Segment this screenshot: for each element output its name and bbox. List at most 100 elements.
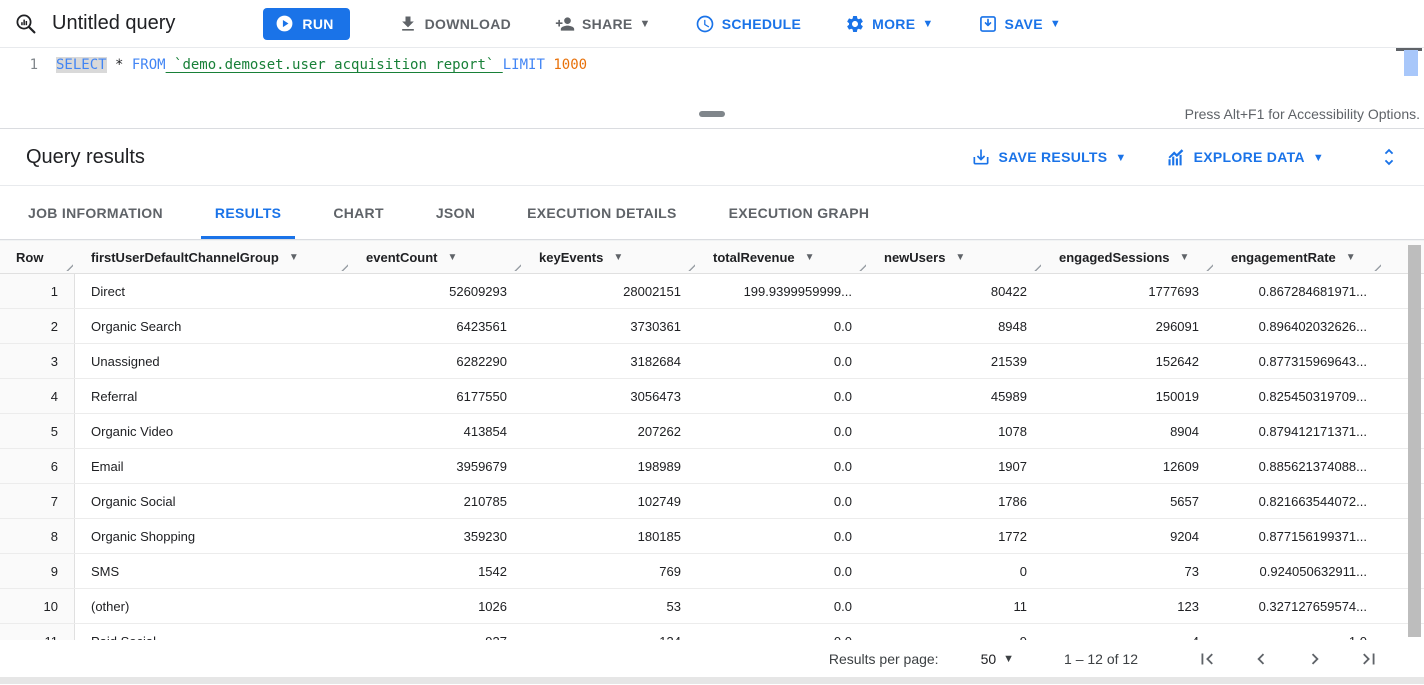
cell-totalRevenue: 0.0 — [833, 598, 852, 614]
cell-engagedSessions: 152642 — [1155, 353, 1199, 369]
column-resize-grip[interactable] — [686, 262, 695, 271]
column-menu-caret-icon[interactable]: ▼ — [955, 251, 966, 263]
column-menu-caret-icon[interactable]: ▼ — [288, 251, 299, 263]
cell-firstUserDefaultChannelGroup: Referral — [91, 388, 138, 404]
explore-data-button[interactable]: EXPLORE DATA ▼ — [1151, 139, 1338, 175]
expand-collapse-button[interactable] — [1374, 142, 1404, 172]
cell-keyEvents: 3182684 — [630, 353, 681, 369]
table-header-row: Row firstUserDefaultChannelGroup ▼ eventCou… — [0, 240, 1424, 274]
cell-firstUserDefaultChannelGroup: (other) — [91, 598, 130, 614]
sql-table-reference[interactable]: `demo.demoset.user_acquisition_report` — [165, 57, 503, 73]
column-header-eventCount[interactable]: eventCount ▼ — [350, 241, 523, 273]
save-button[interactable]: SAVE ▼ — [978, 14, 1061, 34]
table-row[interactable]: 1 Direct 52609293 28002151 199.9399959999...… — [0, 274, 1424, 309]
column-resize-grip[interactable] — [512, 262, 521, 271]
table-row[interactable]: 4 Referral 6177550 3056473 0.0 45989 150019 0.8… — [0, 379, 1424, 414]
table-row[interactable]: 7 Organic Social 210785 102749 0.0 1786 5657 0.… — [0, 484, 1424, 519]
tab-execution-graph[interactable]: EXECUTION GRAPH — [728, 204, 870, 221]
cell-firstUserDefaultChannelGroup: Organic Social — [91, 493, 176, 509]
cell-engagedSessions: 5657 — [1170, 493, 1199, 509]
cell-newUsers: 8948 — [998, 318, 1027, 334]
cell-totalRevenue: 0.0 — [833, 318, 852, 334]
tab-chart[interactable]: CHART — [333, 204, 384, 221]
cell-eventCount: 413854 — [463, 423, 507, 439]
column-label: Row — [16, 249, 44, 265]
tab-job-information[interactable]: JOB INFORMATION — [28, 204, 163, 221]
more-button[interactable]: MORE ▼ — [845, 14, 933, 34]
page-size-select[interactable]: 50 ▼ — [981, 651, 1014, 667]
column-resize-grip[interactable] — [857, 262, 866, 271]
cell-keyEvents: 3730361 — [630, 318, 681, 334]
column-resize-grip[interactable] — [1204, 262, 1213, 271]
horizontal-scrollbar-track[interactable] — [0, 677, 1424, 684]
previous-page-button[interactable] — [1248, 646, 1274, 672]
chart-trend-icon — [1165, 147, 1186, 168]
table-row[interactable]: 6 Email 3959679 198989 0.0 1907 12609 0.8856213… — [0, 449, 1424, 484]
table-row[interactable]: 11Paid Social9371340.0941.0 — [0, 624, 1424, 640]
share-button[interactable]: SHARE ▼ — [555, 14, 651, 34]
editor-scrollbar-thumb[interactable] — [1404, 50, 1418, 76]
more-button-label: MORE — [872, 15, 916, 32]
next-page-button[interactable] — [1302, 646, 1328, 672]
sql-star: * — [106, 57, 132, 73]
table-row[interactable]: 2 Organic Search 6423561 3730361 0.0 8948 2960… — [0, 309, 1424, 344]
column-label: newUsers — [884, 249, 946, 265]
tab-execution-details[interactable]: EXECUTION DETAILS — [527, 204, 677, 221]
column-resize-grip[interactable] — [1372, 262, 1381, 271]
query-toolbar: Untitled query RUN DOWNLOAD SHARE ▼ SCHE… — [0, 0, 1424, 48]
column-menu-caret-icon[interactable]: ▼ — [1179, 251, 1190, 263]
cell-totalRevenue: 199.9399959999... — [743, 283, 852, 299]
column-resize-grip[interactable] — [339, 262, 348, 271]
table-row[interactable]: 3 Unassigned 6282290 3182684 0.0 21539 152642 0… — [0, 344, 1424, 379]
chevron-down-icon: ▼ — [1003, 653, 1015, 665]
column-header-engagedSessions[interactable]: engagedSessions ▼ — [1043, 241, 1215, 273]
schedule-button[interactable]: SCHEDULE — [695, 14, 801, 34]
tab-json[interactable]: JSON — [435, 204, 476, 221]
cell-eventCount: 52609293 — [449, 283, 507, 299]
column-label: keyEvents — [539, 249, 604, 265]
cell-firstUserDefaultChannelGroup: Organic Video — [91, 423, 174, 439]
column-menu-caret-icon[interactable]: ▼ — [447, 251, 458, 263]
tab-results[interactable]: RESULTS — [189, 186, 307, 239]
cell-keyEvents: 28002151 — [623, 283, 681, 299]
column-resize-grip[interactable] — [1032, 262, 1041, 271]
cell-engagedSessions: 8904 — [1170, 423, 1199, 439]
table-row[interactable]: 10 (other) 1026 53 0.0 11 123 0.327127659574... — [0, 589, 1424, 624]
column-resize-grip[interactable] — [64, 262, 73, 271]
column-header-engagementRate[interactable]: engagementRate ▼ — [1215, 241, 1383, 273]
column-header-row[interactable]: Row — [0, 241, 75, 273]
chevron-down-icon: ▼ — [639, 18, 651, 30]
sql-editor[interactable]: 1 SELECT * FROM `demo.demoset.user_acqui… — [0, 48, 1424, 105]
download-button[interactable]: DOWNLOAD — [398, 14, 511, 34]
run-button[interactable]: RUN — [263, 7, 350, 40]
column-menu-caret-icon[interactable]: ▼ — [1345, 251, 1356, 263]
cell-newUsers: 9 — [868, 624, 1043, 641]
save-results-button[interactable]: SAVE RESULTS ▼ — [957, 139, 1141, 175]
cell-totalRevenue: 0.0 — [833, 353, 852, 369]
results-actions: SAVE RESULTS ▼ EXPLORE DATA ▼ — [957, 139, 1404, 175]
page-size-value: 50 — [980, 650, 997, 667]
cell-newUsers: 1786 — [998, 493, 1027, 509]
table-row[interactable]: 8 Organic Shopping 359230 180185 0.0 1772 9204… — [0, 519, 1424, 554]
cell-engagementRate: 0.877156199371... — [1258, 528, 1367, 544]
column-menu-caret-icon[interactable]: ▼ — [804, 251, 815, 263]
save-button-label: SAVE — [1004, 15, 1043, 32]
column-header-newUsers[interactable]: newUsers ▼ — [868, 241, 1043, 273]
table-row[interactable]: 5 Organic Video 413854 207262 0.0 1078 8904 0.8… — [0, 414, 1424, 449]
cell-engagementRate: 0.885621374088... — [1258, 458, 1367, 474]
schedule-button-label: SCHEDULE — [721, 15, 802, 32]
table-vertical-scrollbar[interactable] — [1408, 245, 1421, 637]
cell-totalRevenue: 0.0 — [833, 563, 852, 579]
play-circle-icon — [275, 14, 294, 33]
column-header-totalRevenue[interactable]: totalRevenue ▼ — [697, 241, 868, 273]
cell-firstUserDefaultChannelGroup: Organic Shopping — [91, 528, 196, 544]
column-header-keyEvents[interactable]: keyEvents ▼ — [523, 241, 697, 273]
table-row[interactable]: 9 SMS 1542 769 0.0 0 73 0.924050632911... — [0, 554, 1424, 589]
first-page-button[interactable] — [1194, 646, 1220, 672]
last-page-button[interactable] — [1356, 646, 1382, 672]
cell-newUsers: 80422 — [990, 283, 1027, 299]
editor-top-edge — [1396, 48, 1422, 51]
column-header-firstUserDefaultChannelGroup[interactable]: firstUserDefaultChannelGroup ▼ — [75, 241, 350, 273]
resize-drag-handle[interactable] — [699, 111, 725, 117]
column-menu-caret-icon[interactable]: ▼ — [613, 251, 624, 263]
